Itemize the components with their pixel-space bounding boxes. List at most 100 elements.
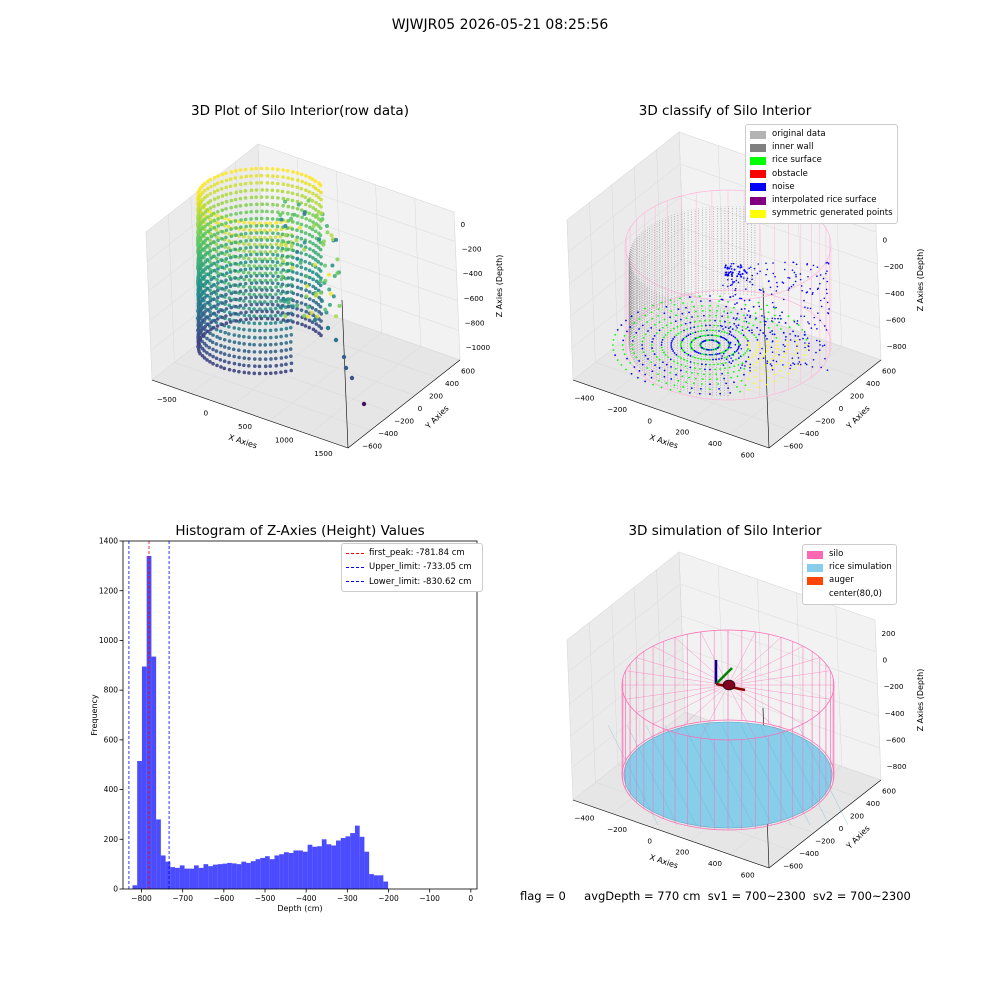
surface-point: [672, 350, 674, 352]
noise-point: [789, 339, 792, 341]
grid-line: [336, 171, 343, 320]
histogram-bar: [345, 836, 351, 889]
surface-point: [724, 326, 727, 328]
x-tick-label: −100: [419, 894, 440, 903]
surface-point: [724, 367, 726, 370]
raw-point: [294, 238, 299, 243]
legend-label: silo: [829, 549, 844, 559]
raw-point: [263, 314, 267, 319]
raw-point: [316, 252, 321, 257]
noise-point: [762, 357, 765, 359]
noise-point: [741, 329, 744, 332]
surface-point: [616, 359, 619, 362]
surface-point: [735, 338, 738, 340]
raw-point: [228, 270, 233, 274]
raw-point: [247, 278, 252, 282]
raw-point: [206, 308, 210, 312]
noise-point: [803, 315, 806, 318]
surface-point: [771, 358, 773, 360]
raw-point: [212, 304, 217, 309]
surface-point: [620, 324, 623, 326]
grid-line: [571, 679, 684, 769]
raw-point: [229, 213, 233, 217]
surface-point: [788, 362, 791, 364]
surface-point: [718, 358, 720, 360]
raw-point: [276, 296, 281, 300]
raw-point: [304, 188, 308, 193]
raw-point: [220, 322, 224, 327]
raw-point: [310, 177, 315, 182]
surface-point: [713, 363, 715, 366]
noise-point: [795, 263, 798, 266]
z-tick-label: 0: [883, 236, 888, 245]
surface-point: [733, 381, 735, 384]
raw-point: [319, 190, 323, 195]
raw-point: [306, 198, 311, 203]
raw-point: [280, 274, 285, 279]
noise-point: [736, 275, 739, 278]
raw-point: [268, 257, 273, 261]
surface-point: [703, 358, 705, 361]
raw-point: [216, 281, 220, 285]
noise-point: [729, 326, 732, 328]
raw-point: [258, 321, 262, 326]
surface-point: [699, 320, 701, 322]
surface-point: [743, 373, 745, 376]
raw-point: [254, 273, 259, 278]
surface-point: [771, 330, 773, 332]
raw-point: [249, 317, 253, 321]
raw-point: [295, 228, 299, 233]
surface-point: [662, 326, 664, 329]
raw-point: [295, 171, 300, 175]
z-tick-label: −200: [884, 682, 904, 691]
raw-point: [252, 242, 257, 247]
raw-point: [249, 295, 253, 300]
raw-point: [212, 211, 216, 216]
noise-point: [790, 285, 793, 288]
surface-point: [697, 330, 700, 333]
z-tick-label: 0: [883, 656, 888, 665]
noise-point: [804, 306, 806, 309]
raw-point: [242, 220, 247, 225]
raw-point: [274, 363, 279, 368]
raw-point: [254, 188, 259, 192]
raw-point: [280, 282, 285, 287]
surface-point: [705, 324, 707, 327]
grid-line: [682, 227, 879, 297]
surface-point: [633, 335, 635, 338]
raw-point: [203, 231, 208, 236]
raw-point: [255, 202, 259, 207]
surface-point: [698, 392, 701, 395]
noise-point: [740, 275, 743, 278]
surface-point: [646, 367, 649, 369]
raw-point: [268, 278, 273, 283]
surface-point: [767, 344, 770, 346]
histogram-bar: [184, 868, 190, 889]
raw-point: [216, 174, 220, 178]
raw-point: [313, 179, 318, 184]
noise-point: [776, 285, 779, 288]
raw-point: [323, 278, 328, 283]
y-tick-label: 600: [882, 786, 896, 795]
surface-point: [696, 336, 698, 339]
raw-point: [260, 259, 265, 264]
surface-point: [688, 311, 690, 314]
raw-point: [260, 202, 265, 207]
noise-point: [775, 360, 778, 363]
raw-point: [255, 238, 259, 242]
surface-point: [670, 342, 673, 344]
histogram-bar: [137, 760, 142, 889]
noise-point: [727, 274, 730, 277]
noise-point: [771, 320, 773, 322]
raw-point: [318, 240, 323, 245]
x-tick-label: −500: [157, 395, 177, 404]
surface-point: [700, 330, 702, 332]
grid-line: [569, 615, 682, 705]
surface-point: [680, 345, 682, 348]
raw-point: [243, 231, 248, 236]
raw-point: [295, 242, 300, 247]
raw-point: [305, 314, 310, 319]
raw-point: [316, 188, 321, 193]
noise-point: [771, 301, 774, 304]
raw-point: [219, 187, 224, 191]
